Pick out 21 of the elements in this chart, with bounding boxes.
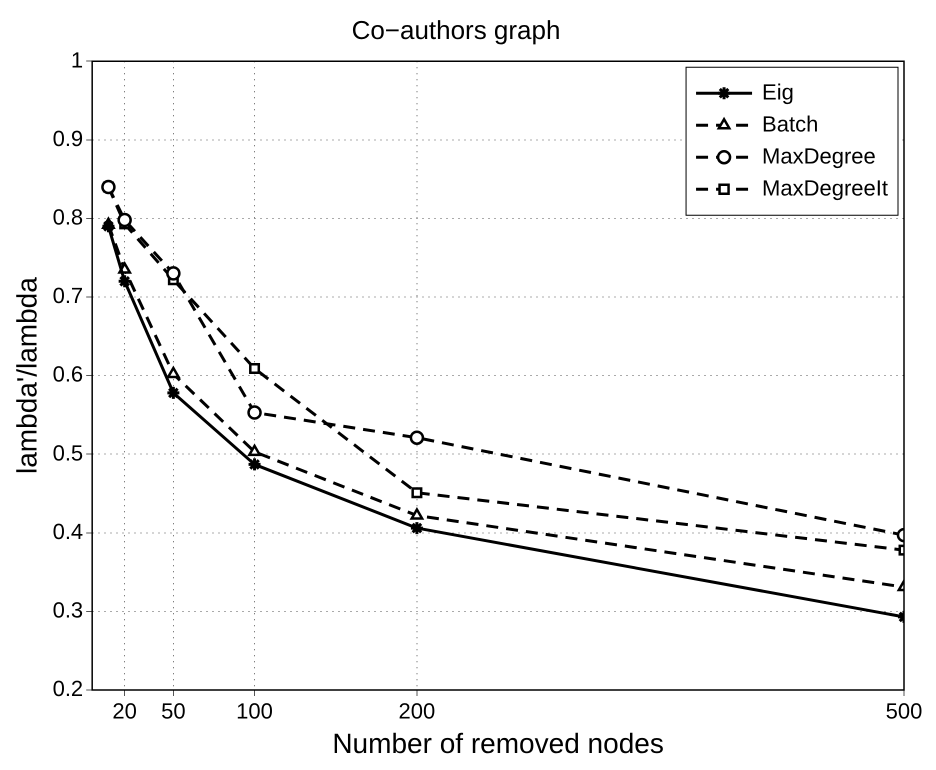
- x-axis-title: Number of removed nodes: [332, 728, 664, 759]
- y-tick-label: 0.8: [52, 204, 84, 230]
- y-tick-label: 0.5: [52, 440, 84, 466]
- y-tick-label: 1: [70, 47, 84, 72]
- chart-title: Co−authors graph: [352, 14, 560, 45]
- x-tick-label: 500: [886, 698, 922, 724]
- y-tick-label: 0.6: [52, 362, 84, 387]
- legend-label: MaxDegreeIt: [762, 175, 888, 200]
- y-tick-label: 0.3: [52, 597, 84, 622]
- y-tick-label: 0.2: [52, 676, 84, 702]
- y-tick-label: 0.4: [52, 518, 84, 544]
- y-tick-label: 0.9: [52, 126, 84, 151]
- x-tick-label: 50: [161, 698, 186, 724]
- x-tick-label: 200: [398, 698, 436, 724]
- y-axis-title: lambda'/lambda: [12, 276, 43, 474]
- x-tick-label: 100: [236, 698, 273, 724]
- legend-label: MaxDegree: [762, 143, 876, 168]
- legend-label: Eig: [762, 79, 794, 104]
- legend-label: Batch: [762, 111, 818, 136]
- y-tick-label: 0.7: [52, 283, 84, 308]
- x-tick-label: 20: [112, 698, 137, 724]
